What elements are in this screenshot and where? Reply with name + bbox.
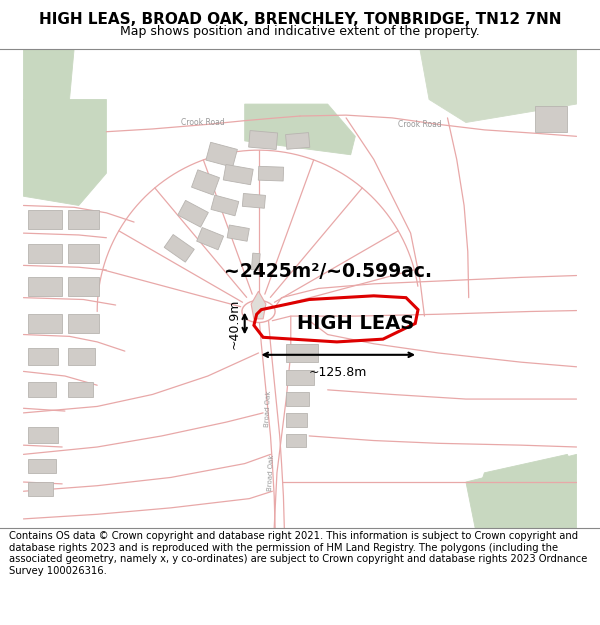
Polygon shape: [242, 194, 265, 208]
Text: ~40.9m: ~40.9m: [228, 298, 241, 349]
Polygon shape: [245, 104, 355, 155]
Text: Broad Oak: Broad Oak: [266, 454, 274, 491]
Polygon shape: [286, 132, 310, 149]
Polygon shape: [68, 348, 95, 365]
Text: HIGH LEAS, BROAD OAK, BRENCHLEY, TONBRIDGE, TN12 7NN: HIGH LEAS, BROAD OAK, BRENCHLEY, TONBRID…: [39, 12, 561, 27]
Polygon shape: [420, 49, 577, 122]
Polygon shape: [23, 49, 74, 99]
Polygon shape: [28, 382, 56, 398]
Polygon shape: [28, 244, 62, 262]
Text: ~125.8m: ~125.8m: [309, 366, 367, 379]
Polygon shape: [211, 195, 239, 216]
Polygon shape: [178, 201, 208, 227]
Polygon shape: [475, 454, 577, 501]
Polygon shape: [248, 131, 278, 149]
Polygon shape: [68, 314, 99, 332]
Polygon shape: [28, 348, 58, 365]
Polygon shape: [242, 301, 275, 322]
Polygon shape: [28, 210, 62, 229]
Polygon shape: [28, 459, 56, 472]
Polygon shape: [23, 99, 106, 206]
Polygon shape: [206, 142, 238, 168]
Polygon shape: [258, 166, 284, 181]
Text: Map shows position and indicative extent of the property.: Map shows position and indicative extent…: [120, 25, 480, 38]
Polygon shape: [286, 392, 309, 406]
Polygon shape: [286, 434, 305, 447]
Polygon shape: [286, 369, 314, 385]
Polygon shape: [28, 314, 62, 332]
Polygon shape: [68, 278, 99, 296]
Polygon shape: [286, 413, 307, 427]
Polygon shape: [68, 382, 92, 398]
Polygon shape: [466, 454, 577, 528]
Text: ~2425m²/~0.599ac.: ~2425m²/~0.599ac.: [224, 262, 431, 281]
Polygon shape: [535, 106, 568, 132]
Polygon shape: [28, 482, 53, 496]
Text: HIGH LEAS: HIGH LEAS: [296, 314, 414, 333]
Polygon shape: [197, 228, 224, 250]
Polygon shape: [251, 291, 266, 319]
Polygon shape: [191, 170, 220, 195]
Text: Crook Road: Crook Road: [181, 118, 225, 127]
Polygon shape: [164, 234, 194, 262]
Polygon shape: [28, 278, 62, 296]
Text: Broad Oak: Broad Oak: [264, 390, 272, 427]
Polygon shape: [223, 164, 253, 185]
Text: Crook Road: Crook Road: [398, 120, 442, 129]
Polygon shape: [251, 253, 260, 270]
Polygon shape: [28, 427, 58, 443]
Polygon shape: [227, 225, 250, 241]
Polygon shape: [286, 344, 319, 362]
Text: Contains OS data © Crown copyright and database right 2021. This information is : Contains OS data © Crown copyright and d…: [9, 531, 587, 576]
Polygon shape: [68, 210, 99, 229]
Polygon shape: [68, 244, 99, 262]
